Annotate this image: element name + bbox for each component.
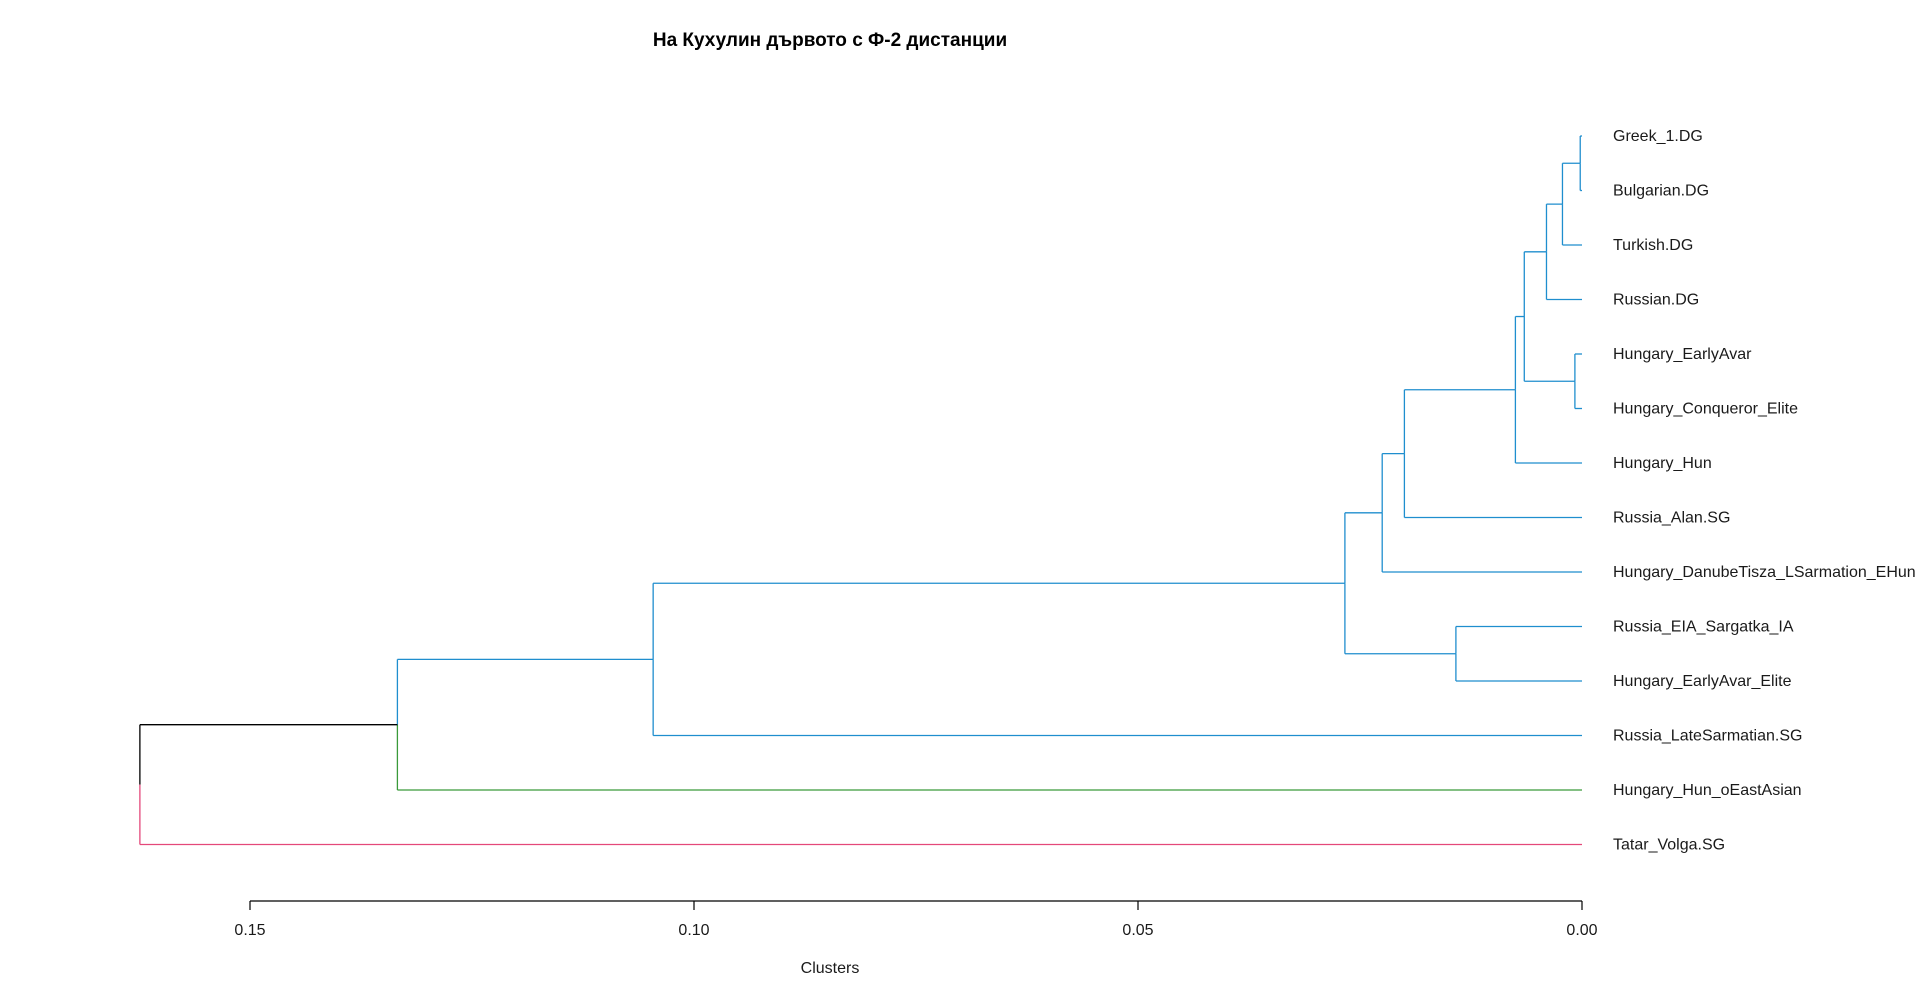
leaf-label: Russia_LateSarmatian.SG	[1613, 728, 1802, 745]
x-axis: 0.15 0.10 0.05 0.00	[234, 900, 1598, 939]
leaf-label: Russian.DG	[1613, 292, 1699, 309]
leaf-label: Bulgarian.DG	[1613, 183, 1709, 200]
leaf-label: Hungary_DanubeTisza_LSarmation_EHun	[1613, 564, 1916, 581]
leaf-label: Hungary_EarlyAvar	[1613, 346, 1752, 363]
dendrogram-branches	[139, 135, 1582, 846]
x-axis-title: Clusters	[801, 960, 860, 977]
leaf-label: Hungary_Conqueror_Elite	[1613, 401, 1798, 418]
leaf-label: Greek_1.DG	[1613, 128, 1703, 145]
leaf-labels: Greek_1.DG Bulgarian.DG Turkish.DG Russian.…	[1613, 128, 1916, 854]
leaf-label: Russia_Alan.SG	[1613, 510, 1730, 527]
x-tick-label: 0.05	[1122, 922, 1153, 939]
x-tick-label: 0.00	[1566, 922, 1597, 939]
leaf-label: Hungary_EarlyAvar_Elite	[1613, 673, 1792, 690]
x-tick-label: 0.15	[234, 922, 265, 939]
leaf-label: Hungary_Hun	[1613, 455, 1712, 472]
x-tick-label: 0.10	[678, 922, 709, 939]
leaf-label: Russia_EIA_Sargatka_IA	[1613, 619, 1794, 636]
leaf-label: Turkish.DG	[1613, 237, 1693, 254]
chart-title: На Кухулин дървото с Ф-2 дистанции	[653, 30, 1007, 51]
leaf-label: Hungary_Hun_oEastAsian	[1613, 782, 1802, 799]
leaf-label: Tatar_Volga.SG	[1613, 837, 1725, 854]
